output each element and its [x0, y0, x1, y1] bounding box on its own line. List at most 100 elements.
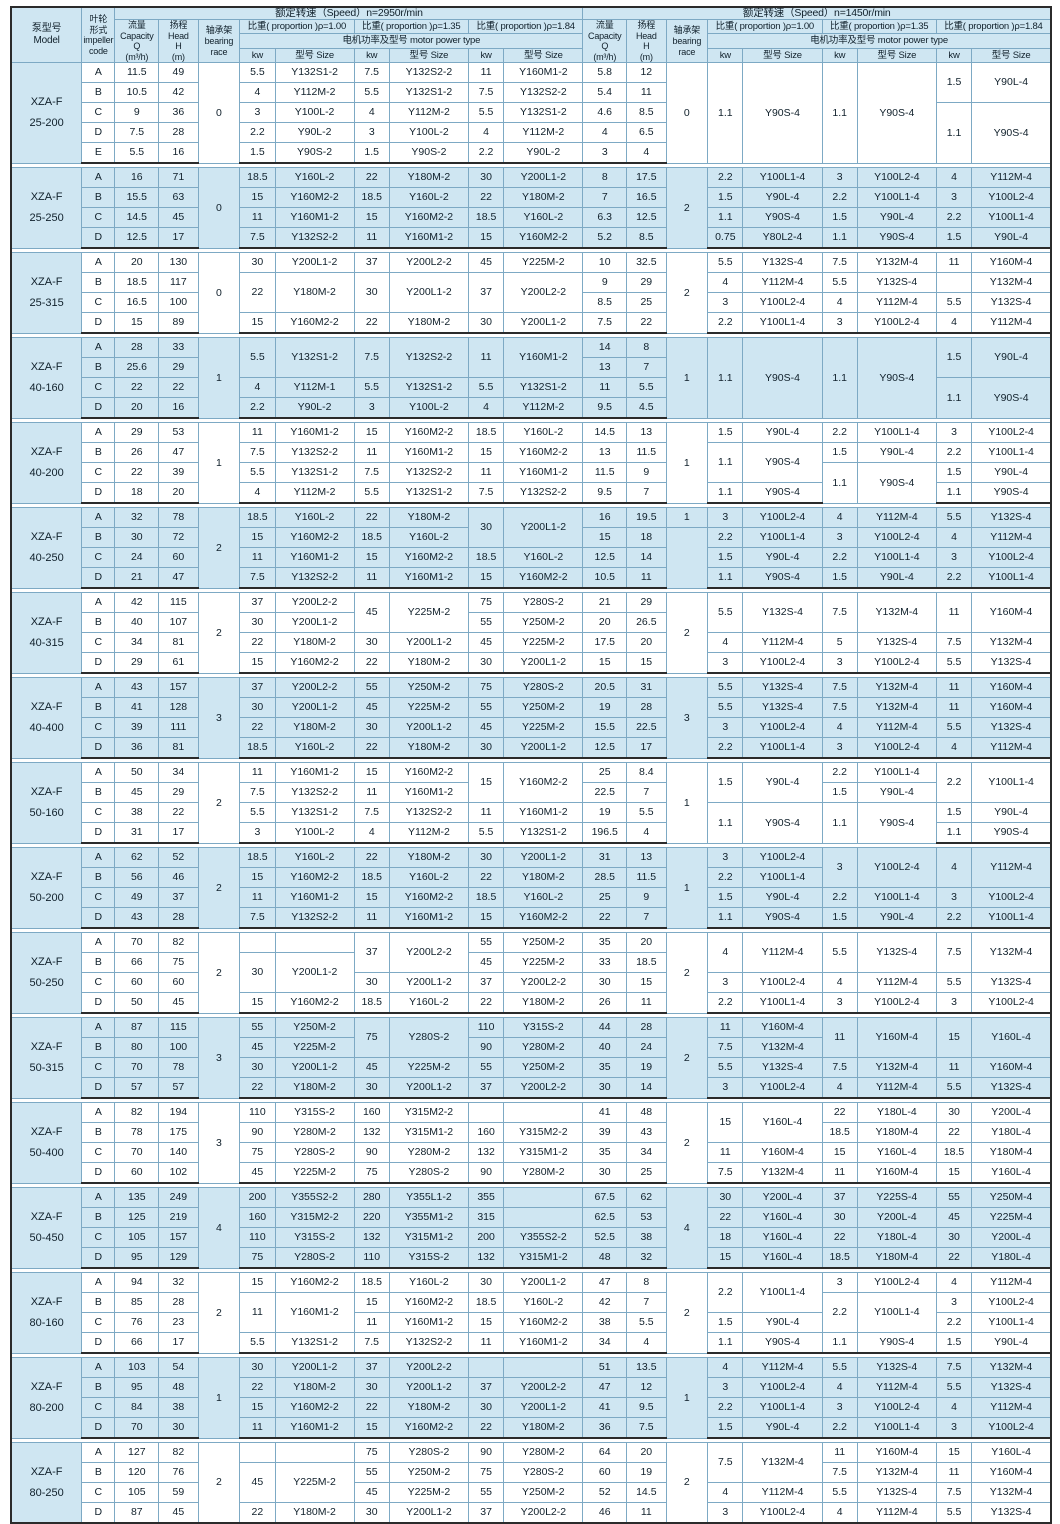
- head-1450: 62: [626, 1187, 667, 1209]
- capacity-1450: 22.5: [582, 782, 628, 804]
- capacity-2950: 26: [114, 442, 160, 464]
- size-p3-1450: Y100L2-4: [971, 1292, 1052, 1314]
- capacity-2950: 66: [114, 1332, 160, 1355]
- size-p1-2950: Y112M-2: [274, 82, 355, 104]
- size-p2-2950: Y200L1-2: [388, 632, 469, 654]
- impeller-code: B: [81, 1207, 116, 1229]
- kw-p2-1450: 3: [821, 992, 858, 1015]
- size-p1-1450: Y112M-4: [742, 272, 823, 294]
- kw-p2-2950: 37: [353, 932, 390, 974]
- head-1450: 5.5: [626, 377, 667, 399]
- size-p1-1450: Y160L-4: [742, 1207, 823, 1229]
- kw-p3-2950: [467, 1357, 505, 1379]
- size-p2-1450: Y100L1-4: [856, 1417, 937, 1440]
- bearing-race-1450: 2: [665, 1442, 709, 1524]
- capacity-2950: 94: [114, 1272, 160, 1294]
- kw-p2-2950: 15: [353, 207, 390, 229]
- table-row: B 30 72 15 Y160M2-2 18.5 Y160L-2 15 18 2.2 Y100L1-…: [11, 527, 1052, 589]
- bearing-race-2950: 0: [197, 167, 241, 249]
- header-size-p3-2950: 型号 Size: [503, 47, 584, 64]
- size-p2-2950: Y315M1-2: [388, 1227, 469, 1249]
- table-row: C 105 59 45 Y225M-2 55 Y250M-2 52 14.5 4 Y112M-4 5.…: [11, 1482, 1052, 1504]
- head-1450: 14: [626, 1077, 667, 1100]
- size-p1-2950: Y280M-2: [274, 1122, 355, 1144]
- bearing-race-1450: 2: [665, 1017, 709, 1099]
- size-p3-1450: Y132S-4: [971, 652, 1052, 675]
- capacity-1450: 17.5: [582, 632, 628, 654]
- kw-p1-2950: 7.5: [239, 907, 276, 930]
- head-2950: 47: [158, 567, 199, 590]
- impeller-code: C: [81, 547, 116, 569]
- kw-p1-1450: 3: [707, 652, 744, 675]
- size-p3-2950: Y315M1-2: [503, 1142, 584, 1164]
- kw-p2-1450: 7.5: [821, 252, 858, 274]
- size-p3-1450: Y100L1-4: [971, 567, 1052, 590]
- bearing-race-1450: 2: [665, 592, 709, 674]
- size-p2-2950: Y200L2-2: [388, 1357, 469, 1379]
- capacity-1450: 31: [582, 847, 628, 869]
- size-p1-1450: Y100L2-4: [742, 847, 823, 869]
- capacity-2950: 60: [114, 1162, 160, 1185]
- kw-p2-1450: 2.2: [821, 762, 858, 784]
- capacity-2950: 34: [114, 632, 160, 654]
- kw-p2-2950: 30: [353, 972, 390, 994]
- model-cell: XZA-F 80-250: [10, 1442, 83, 1524]
- kw-p2-2950: 15: [353, 887, 390, 909]
- size-p2-2950: Y200L1-2: [388, 272, 469, 314]
- impeller-code: D: [81, 1332, 116, 1355]
- head-1450: 8.4: [626, 762, 667, 784]
- kw-p1-2950: 15: [239, 187, 276, 209]
- head-1450: 9.5: [626, 1397, 667, 1419]
- kw-p2-2950: 55: [353, 1462, 390, 1484]
- kw-p1-2950: 75: [239, 1247, 276, 1270]
- kw-p1-2950: 37: [239, 592, 276, 614]
- size-p3-2950: Y132S1-2: [503, 822, 584, 845]
- kw-p1-2950: [239, 1442, 276, 1464]
- size-p3-2950: Y200L2-2: [503, 1077, 584, 1100]
- kw-p1-1450: 2.2: [707, 167, 744, 189]
- header-bearing-2950: 轴承架 bearing race: [197, 19, 241, 64]
- size-p1-2950: Y160L-2: [274, 167, 355, 189]
- kw-p2-1450: 11: [821, 1442, 858, 1464]
- capacity-2950: 125: [114, 1207, 160, 1229]
- size-p2-2950: Y132S2-2: [388, 462, 469, 484]
- kw-p2-2950: 75: [353, 1442, 390, 1464]
- capacity-2950: 84: [114, 1397, 160, 1419]
- header-impeller-en2: code: [88, 45, 108, 56]
- size-p1-1450: Y100L1-4: [742, 737, 823, 760]
- size-p3-1450: Y90S-4: [971, 377, 1052, 419]
- impeller-code: B: [81, 612, 116, 634]
- kw-p3-1450: 2.2: [935, 207, 973, 229]
- size-p3-1450: Y100L1-4: [971, 762, 1052, 804]
- size-p3-2950: Y160M2-2: [503, 762, 584, 804]
- capacity-2950: 56: [114, 867, 160, 889]
- table-row: C 22 22 4 Y112M-1 5.5 Y132S1-2 5.5 Y132S1-2 11 5.5…: [11, 377, 1052, 419]
- table-row: D 66 17 5.5 Y132S1-2 7.5 Y132S2-2 11 Y160M1-2 34 4…: [11, 1332, 1052, 1355]
- head-1450: 31: [626, 677, 667, 699]
- capacity-1450: 5.4: [582, 82, 628, 104]
- impeller-code: C: [81, 207, 116, 229]
- kw-p2-2950: 3: [353, 122, 390, 144]
- capacity-2950: 11.5: [114, 62, 160, 84]
- bearing-race-1450: 2: [665, 1102, 709, 1184]
- capacity-1450: 34: [582, 1332, 628, 1355]
- size-p2-1450: Y180M-4: [856, 1122, 937, 1144]
- bearing-race-2950: 1: [197, 1357, 241, 1439]
- size-p2-2950: Y250M-2: [388, 1462, 469, 1484]
- table-row: C 60 60 30 Y200L1-2 37 Y200L2-2 30 15 3 Y100L2-4 4 Y…: [11, 972, 1052, 994]
- head-1450: 4: [626, 1332, 667, 1355]
- capacity-1450: 10: [582, 252, 628, 274]
- bearing-race-1450: 1: [665, 422, 709, 504]
- model-line-2: 80-160: [29, 1317, 64, 1330]
- size-p3-2950: Y225M-2: [503, 717, 584, 739]
- size-p2-1450: Y112M-4: [856, 1502, 937, 1524]
- kw-p3-2950: 22: [467, 992, 505, 1015]
- kw-p2-1450: 30: [821, 1207, 858, 1229]
- table-row: D 95 129 75 Y280S-2 110 Y315S-2 132 Y315M1-2 48 32…: [11, 1247, 1052, 1270]
- kw-p1-2950: 4: [239, 377, 276, 399]
- size-p3-2950: Y180M-2: [503, 187, 584, 209]
- kw-p3-1450: 1.5: [935, 227, 973, 250]
- size-p2-2950: Y180M-2: [388, 1397, 469, 1419]
- table-row: D 87 45 22 Y180M-2 30 Y200L1-2 37 Y200L2-2 46 11 3 Y…: [11, 1502, 1052, 1524]
- model-line-2: 25-200: [29, 117, 64, 130]
